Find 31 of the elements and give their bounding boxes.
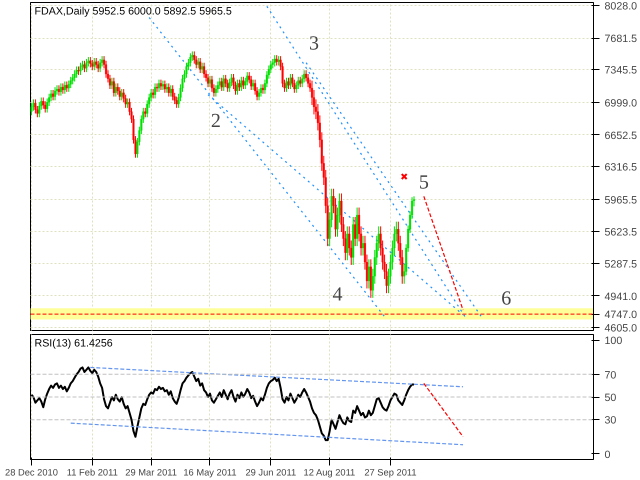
chart-title: FDAX,Daily 5952.5 6000.0 5892.5 5965.5 [34, 6, 232, 18]
y-tick-label: 7681.5 [604, 33, 638, 46]
annotation: 5 [418, 171, 429, 194]
chart-title: RSI(13) 61.4256 [34, 338, 113, 350]
annotation: 4 [332, 284, 342, 306]
x-tick-label: 16 May 2011 [183, 468, 237, 478]
y-tick-label: 7345.5 [604, 64, 638, 77]
y-tick-label: 5287.5 [604, 258, 638, 270]
x-tick-label: 29 Mar 2011 [125, 468, 177, 478]
x-tick-label: 11 Feb 2011 [66, 468, 118, 478]
annotation: 2 [210, 110, 221, 132]
y-tick-label: 30 [604, 414, 616, 427]
x-tick-label: 28 Dec 2010 [5, 468, 58, 478]
y-tick-label: 6316.5 [604, 162, 638, 174]
y-tick-label: 100 [604, 335, 622, 348]
y-tick-label: 6999.0 [604, 97, 638, 110]
x-tick-label: 29 Jun 2011 [245, 468, 296, 478]
annotation: 6 [501, 288, 512, 310]
y-tick-label: 70 [604, 369, 616, 382]
y-tick-label: 5965.5 [604, 194, 638, 207]
ref-line-label: 4747.0 [604, 309, 638, 322]
y-tick-label: 4941.0 [604, 290, 638, 303]
x-tick-label: 12 Aug 2011 [304, 468, 356, 478]
y-tick-label: 5623.5 [604, 226, 638, 239]
y-tick-label: 0 [604, 448, 610, 461]
y-tick-label: 6652.5 [604, 130, 638, 142]
y-tick-label: 50 [604, 392, 616, 404]
annotation: 3 [308, 32, 319, 54]
x-tick-label: 27 Sep 2011 [364, 468, 417, 478]
y-tick-label: 8028.0 [604, 0, 638, 13]
y-tick-label: 4605.0 [604, 322, 638, 334]
